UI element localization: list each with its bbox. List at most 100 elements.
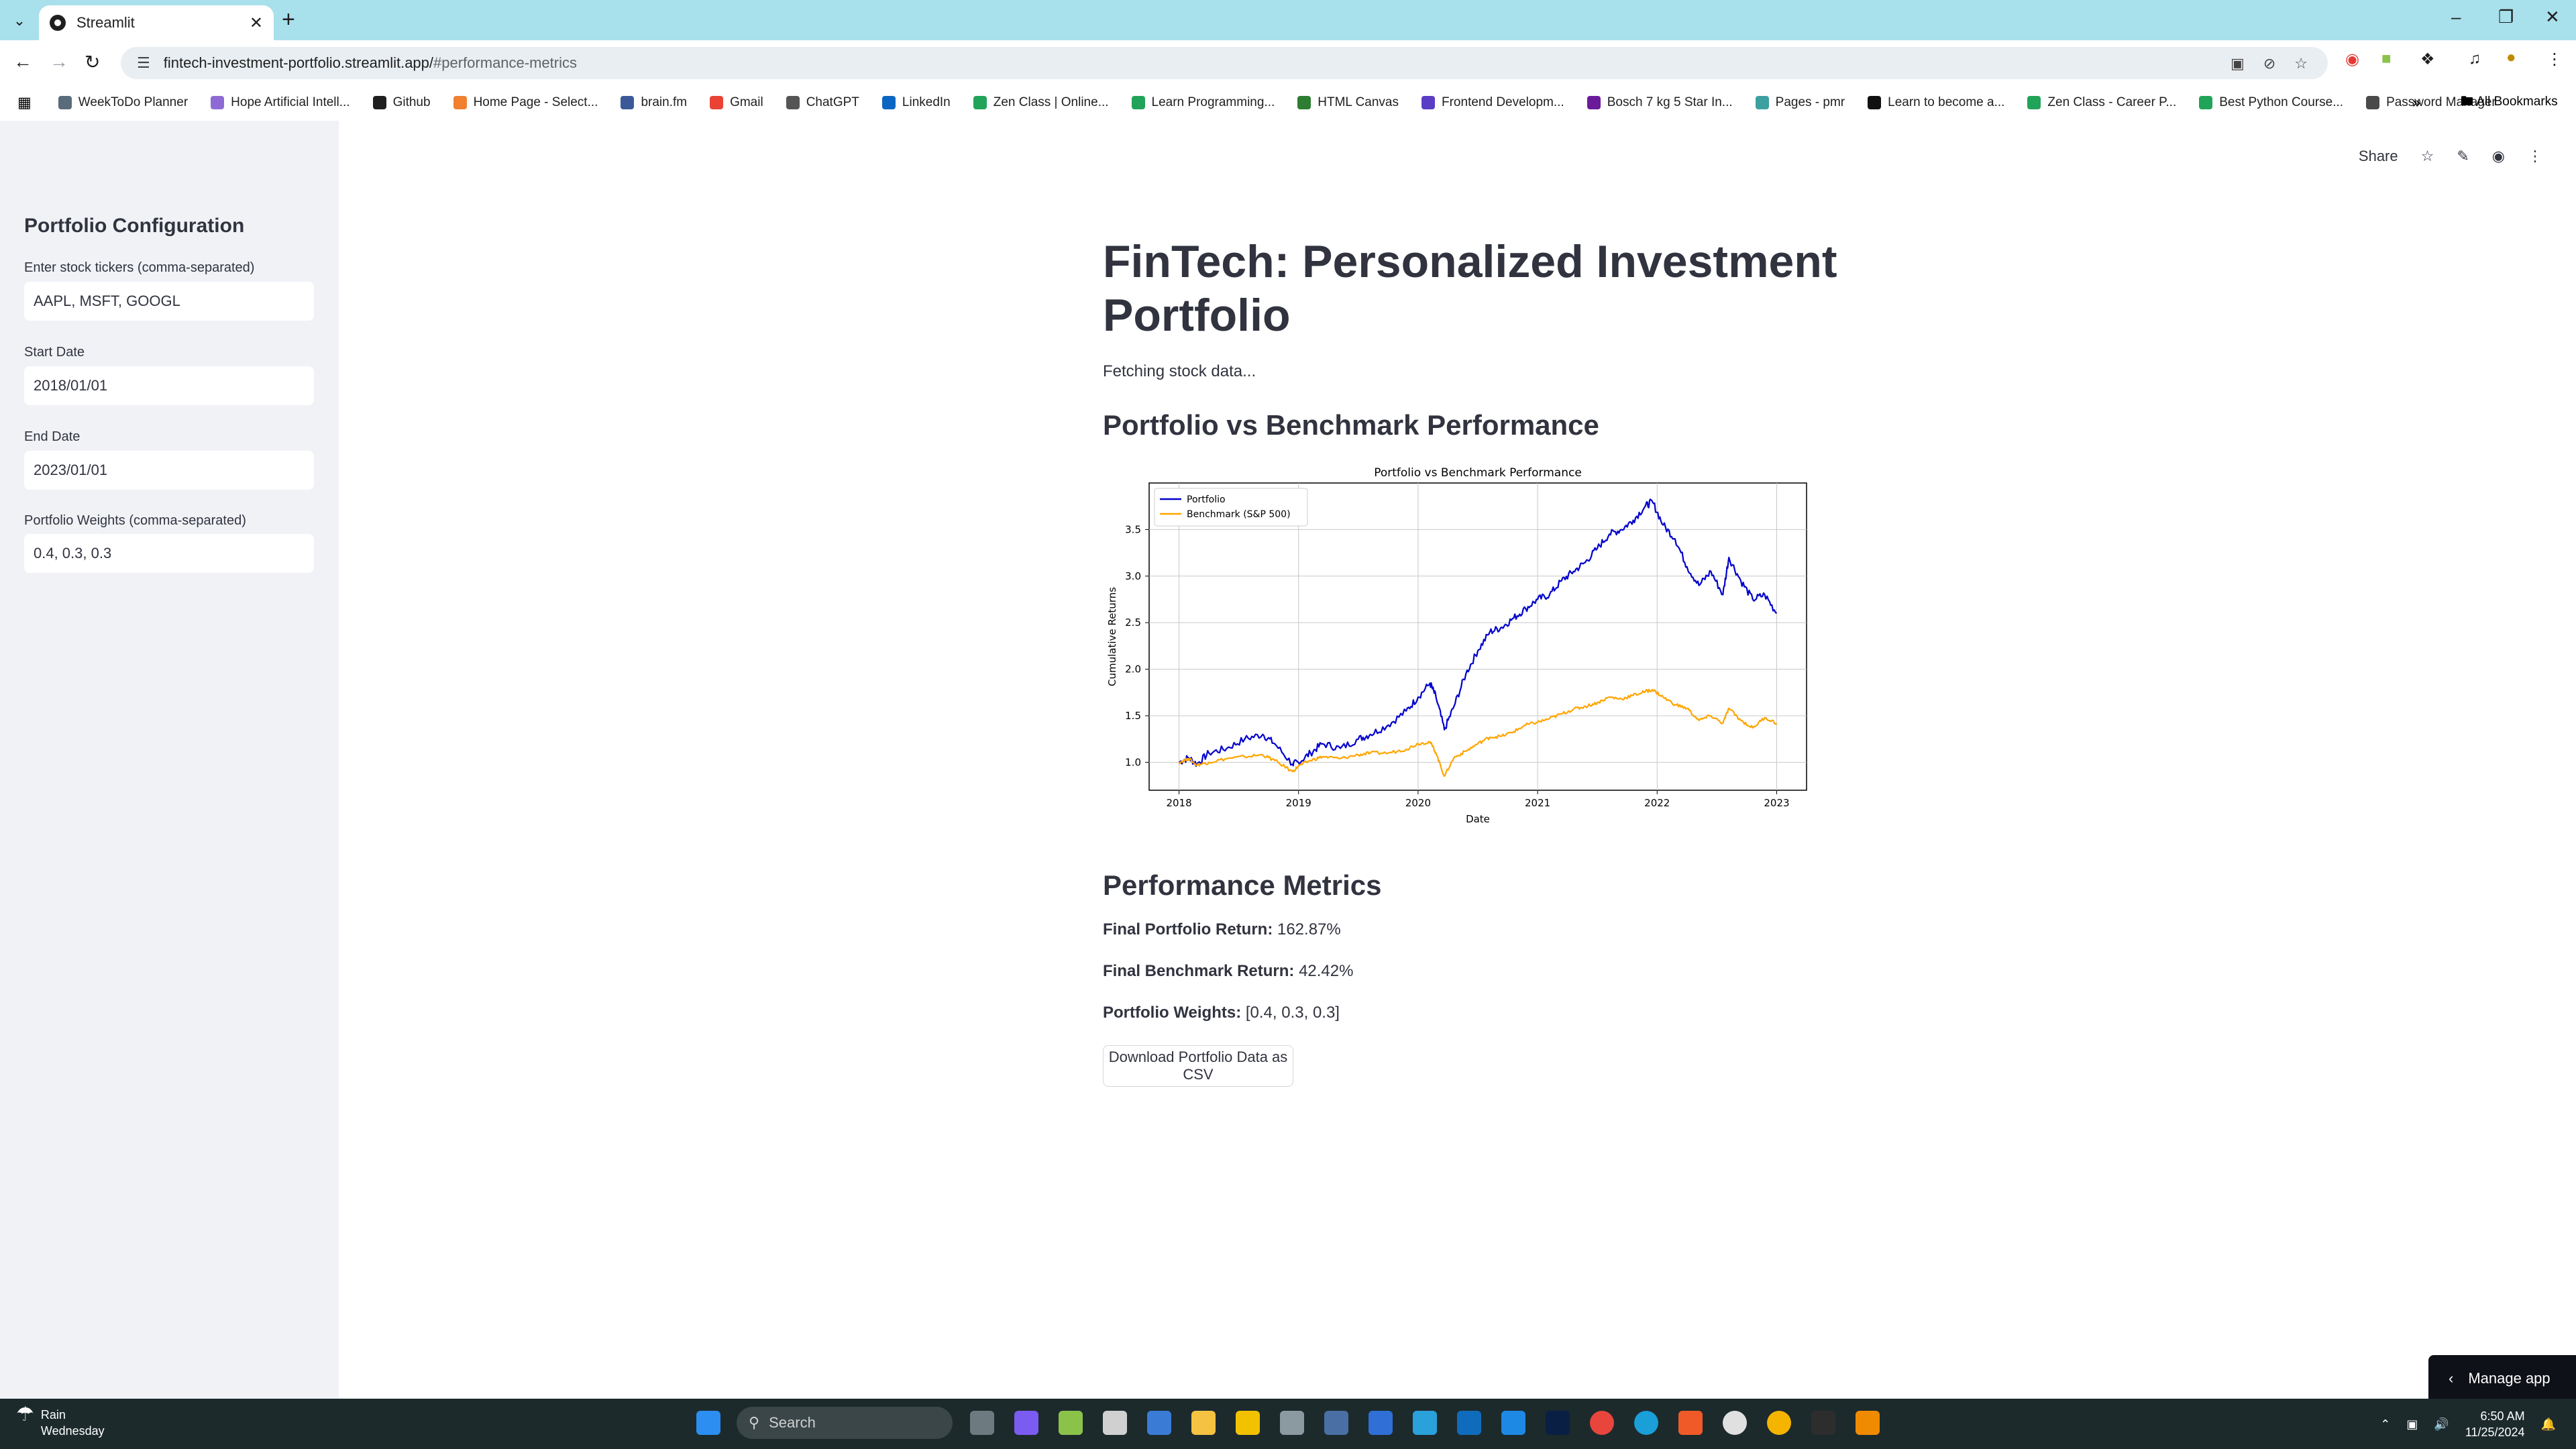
- end-date-label: End Date: [24, 429, 80, 444]
- main-menu-icon[interactable]: ⋮: [2528, 148, 2542, 164]
- streamlit-favicon-icon: [50, 15, 66, 31]
- edge-icon[interactable]: [1634, 1411, 1658, 1435]
- start-menu-icon[interactable]: [696, 1411, 720, 1435]
- new-tab-icon[interactable]: +: [282, 7, 295, 32]
- bookmark-item[interactable]: Learn to become a...: [1868, 95, 2004, 110]
- url-host: fintech-investment-portfolio.streamlit.a…: [163, 54, 434, 71]
- tab-close-icon[interactable]: ✕: [249, 13, 263, 32]
- chatgpt-icon[interactable]: [1723, 1411, 1747, 1435]
- bookmark-label: LinkedIn: [902, 95, 951, 109]
- chrome-profile-icon[interactable]: [1767, 1411, 1791, 1435]
- install-app-icon[interactable]: ▣: [2231, 55, 2245, 72]
- media-control-icon[interactable]: ♫: [2469, 50, 2481, 68]
- clock-app-icon[interactable]: [1103, 1411, 1127, 1435]
- telegram-icon[interactable]: [1413, 1411, 1437, 1435]
- tray-overflow-icon[interactable]: ⌃: [2380, 1417, 2391, 1431]
- more-bookmarks-icon[interactable]: »: [2412, 94, 2421, 111]
- share-button[interactable]: Share: [2358, 148, 2398, 164]
- taskbar-search[interactable]: ⚲ Search: [737, 1407, 953, 1439]
- weights-input[interactable]: 0.4, 0.3, 0.3: [24, 534, 314, 573]
- extensions-puzzle-icon[interactable]: ❖: [2420, 50, 2435, 68]
- bookmark-favicon-icon: [2027, 96, 2041, 109]
- outlook-icon[interactable]: [1457, 1411, 1481, 1435]
- legend-box: [1154, 488, 1308, 527]
- file-explorer-icon[interactable]: [1191, 1411, 1216, 1435]
- weather-widget[interactable]: ☂ Rain Wednesday: [16, 1405, 105, 1439]
- chrome-menu-icon[interactable]: ⋮: [2546, 50, 2563, 68]
- window-close-icon[interactable]: ✕: [2545, 7, 2560, 27]
- network-icon[interactable]: ▣: [2406, 1417, 2418, 1431]
- volume-icon[interactable]: 🔊: [2434, 1417, 2449, 1431]
- bookmark-item[interactable]: Best Python Course...: [2199, 95, 2343, 110]
- star-icon[interactable]: ☆: [2420, 148, 2434, 164]
- y-tick-label: 2.5: [1125, 616, 1141, 629]
- back-icon[interactable]: ←: [13, 51, 32, 72]
- copilot-icon[interactable]: [1014, 1411, 1038, 1435]
- y-tick-label: 3.0: [1125, 570, 1141, 582]
- bookmark-item[interactable]: HTML Canvas: [1297, 95, 1399, 110]
- bookmark-item[interactable]: Home Page - Select...: [453, 95, 598, 110]
- end-date-input[interactable]: 2023/01/01: [24, 451, 314, 490]
- weights-label: Portfolio Weights (comma-separated): [24, 513, 246, 528]
- bookmark-item[interactable]: Hope Artificial Intell...: [211, 95, 350, 110]
- tab-search-icon[interactable]: ⌄: [13, 12, 26, 29]
- bookmark-item[interactable]: Bosch 7 kg 5 Star In...: [1587, 95, 1733, 110]
- store-icon[interactable]: [1368, 1411, 1393, 1435]
- notepad-icon[interactable]: [1147, 1411, 1171, 1435]
- tickers-input[interactable]: AAPL, MSFT, GOOGL: [24, 282, 314, 321]
- bookmark-item[interactable]: Password Manager: [2366, 95, 2496, 110]
- bookmark-favicon-icon: [786, 96, 800, 109]
- bookmark-item[interactable]: LinkedIn: [881, 95, 951, 110]
- forward-icon[interactable]: →: [50, 51, 68, 72]
- app-shield-icon[interactable]: [1501, 1411, 1525, 1435]
- bookmark-label: Password Manager: [2386, 95, 2496, 109]
- site-info-icon[interactable]: ☰: [137, 54, 150, 71]
- miro-icon[interactable]: [1236, 1411, 1260, 1435]
- edit-pencil-icon[interactable]: ✎: [2457, 148, 2469, 164]
- header-actions: Share ☆ ✎ ◉ ⋮: [2359, 148, 2542, 165]
- settings-icon[interactable]: [1280, 1411, 1304, 1435]
- apps-grid-icon[interactable]: ▦: [17, 94, 32, 111]
- github-icon[interactable]: ◉: [2491, 148, 2505, 164]
- clock[interactable]: 6:50 AM 11/25/2024: [2465, 1409, 2525, 1439]
- bookmark-star-icon[interactable]: ☆: [2294, 55, 2308, 72]
- system-tray: ⌃ ▣ 🔊 6:50 AM 11/25/2024 🔔: [2380, 1408, 2556, 1440]
- bookmark-item[interactable]: ChatGPT: [786, 95, 859, 110]
- download-csv-button[interactable]: Download Portfolio Data as CSV: [1103, 1045, 1293, 1087]
- terminal-icon[interactable]: [1811, 1411, 1835, 1435]
- bookmark-item[interactable]: Zen Class - Career P...: [2027, 95, 2176, 110]
- record-extension-icon[interactable]: ◉: [2345, 50, 2359, 68]
- brave-icon[interactable]: [1678, 1411, 1703, 1435]
- all-bookmarks[interactable]: 🖿 All Bookmarks: [2461, 95, 2558, 109]
- photoshop-icon[interactable]: [1546, 1411, 1570, 1435]
- chrome-icon[interactable]: [1590, 1411, 1614, 1435]
- reload-icon[interactable]: ↻: [85, 52, 101, 72]
- vlc-icon[interactable]: [1856, 1411, 1880, 1435]
- series-line-portfolio: [1179, 498, 1778, 767]
- calculator-icon[interactable]: [1324, 1411, 1348, 1435]
- start-date-input[interactable]: 2018/01/01: [24, 366, 314, 405]
- bookmark-item[interactable]: Gmail: [710, 95, 763, 110]
- restore-icon[interactable]: ❐: [2498, 7, 2514, 27]
- eye-off-icon[interactable]: ⊘: [2263, 55, 2276, 72]
- bookmark-item[interactable]: Github: [372, 95, 431, 110]
- minimize-icon[interactable]: –: [2451, 7, 2461, 27]
- bookmark-item[interactable]: Frontend Developm...: [1421, 95, 1564, 110]
- browser-tab[interactable]: Streamlit ✕: [39, 5, 274, 40]
- notification-bell-icon[interactable]: 🔔: [2540, 1417, 2556, 1431]
- bookmark-item[interactable]: Learn Programming...: [1131, 95, 1275, 110]
- x-tick-label: 2019: [1286, 797, 1311, 809]
- manage-app-button[interactable]: ‹ Manage app: [2428, 1355, 2576, 1402]
- task-view-icon[interactable]: [970, 1411, 994, 1435]
- bookmark-item[interactable]: Zen Class | Online...: [973, 95, 1109, 110]
- bookmark-item[interactable]: Pages - pmr: [1755, 95, 1845, 110]
- extension-icon[interactable]: ■: [2381, 50, 2392, 68]
- y-tick-label: 1.0: [1125, 756, 1141, 768]
- bookmark-item[interactable]: WeekToDo Planner: [58, 95, 188, 110]
- address-bar[interactable]: ☰ fintech-investment-portfolio.streamlit…: [121, 47, 2328, 79]
- profile-avatar-icon[interactable]: ●: [2506, 48, 2516, 66]
- widgets-icon[interactable]: [1059, 1411, 1083, 1435]
- bookmark-label: Frontend Developm...: [1442, 95, 1564, 109]
- sidebar-heading: Portfolio Configuration: [24, 215, 245, 237]
- bookmark-item[interactable]: brain.fm: [621, 95, 687, 110]
